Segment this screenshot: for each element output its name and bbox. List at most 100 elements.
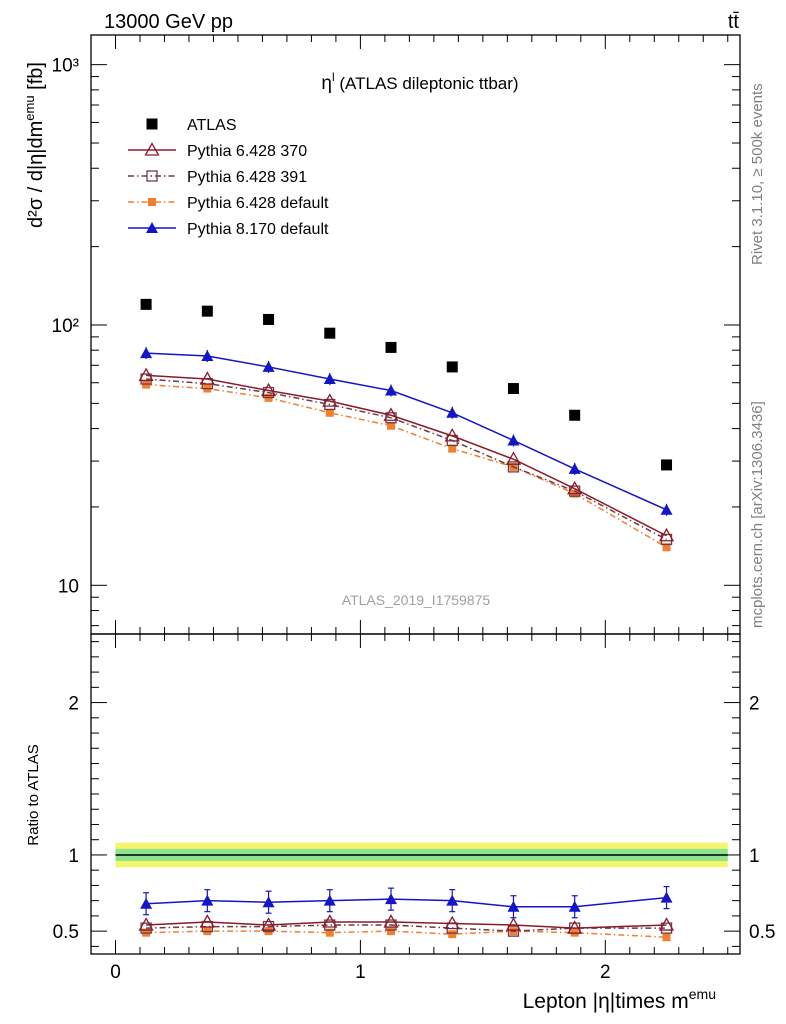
ratio-tick-label: 1 <box>68 846 79 867</box>
series-line <box>146 352 667 511</box>
legend-entry: ATLAS <box>146 117 237 134</box>
ratio-point <box>507 925 520 937</box>
series-pythia-6-428-391 <box>140 373 673 546</box>
x-tick-label: 0 <box>110 962 121 983</box>
legend-marker <box>146 170 158 182</box>
ratio-point <box>660 891 673 903</box>
data-point <box>662 543 671 552</box>
ratio-point <box>507 900 520 912</box>
data-point <box>448 444 457 453</box>
ratio-point <box>662 933 671 942</box>
ratio-point <box>325 928 334 937</box>
ratio-y-axis-label: Ratio to ATLAS <box>25 744 42 845</box>
ratio-point <box>658 917 675 931</box>
data-point <box>263 313 275 325</box>
data-point <box>507 434 520 446</box>
ratio-point <box>260 917 277 931</box>
ratio-point <box>385 893 398 905</box>
y-tick-label: 10³ <box>52 56 79 77</box>
data-point <box>387 421 396 430</box>
data-point <box>385 341 397 353</box>
data-point <box>661 459 673 471</box>
legend-entry: Pythia 8.170 default <box>128 221 329 238</box>
legend-marker <box>146 118 158 130</box>
ratio-panel <box>138 886 675 942</box>
y-axis-label: d²σ / d|η|dmemu [fb] <box>22 62 47 228</box>
data-point <box>569 409 581 421</box>
data-point <box>660 503 673 515</box>
legend-label: Pythia 8.170 default <box>187 221 329 238</box>
rivet-label: Rivet 3.1.10, ≥ 500k events <box>749 83 766 265</box>
ratio-point <box>444 915 460 930</box>
data-point <box>323 373 336 385</box>
ratio-point <box>567 920 583 934</box>
legend: ATLAS Pythia 6.428 370 Pythia 6.428 391 Pyt… <box>128 117 329 238</box>
data-point <box>567 480 583 495</box>
series-pythia-6-428-default <box>142 380 671 552</box>
data-point <box>383 407 399 421</box>
ratio-line <box>146 924 667 932</box>
series-line <box>146 383 667 548</box>
data-point <box>446 406 459 418</box>
main-panel <box>138 298 675 552</box>
ratio-point <box>383 914 399 928</box>
ratio-point <box>446 894 459 906</box>
legend-marker <box>144 142 160 156</box>
series-pythia-6-428-370 <box>138 367 675 542</box>
legend-marker <box>146 222 158 233</box>
legend-entry: Pythia 6.428 default <box>128 195 329 212</box>
ratio-point <box>322 914 338 928</box>
data-point <box>568 462 581 474</box>
x-tick-label: 1 <box>355 962 366 983</box>
legend-entry: Pythia 6.428 370 <box>128 142 307 160</box>
series-atlas <box>140 298 673 471</box>
legend-marker <box>148 198 156 206</box>
ratio-line <box>146 921 667 929</box>
legend-label: ATLAS <box>187 117 237 134</box>
header-left: 13000 GeV pp <box>104 11 233 33</box>
series-line <box>146 374 667 537</box>
ratio-frame <box>90 633 741 955</box>
ratio-point <box>201 894 214 906</box>
ratio-series-pythia-8-170-default <box>140 886 673 919</box>
data-point <box>444 428 460 442</box>
ratio-point <box>262 896 275 908</box>
data-point <box>324 327 336 339</box>
data-point <box>505 451 522 465</box>
ratio-tick-label-right: 2 <box>749 694 760 715</box>
chart-title: ηl (ATLAS dileptonic ttbar) <box>321 70 518 94</box>
y-tick-label: 10² <box>52 316 79 337</box>
ratio-tick-label: 0.5 <box>53 922 79 943</box>
ratio-tick-label-right: 1 <box>749 846 760 867</box>
ratio-point <box>505 917 522 931</box>
legend-entry: Pythia 6.428 391 <box>128 169 307 186</box>
ratio-line <box>146 930 667 938</box>
ratio-point <box>140 897 153 909</box>
ratio-tick-label-right: 0.5 <box>749 922 775 943</box>
ratio-series-pythia-6-428-default <box>142 927 671 942</box>
data-point <box>262 360 275 372</box>
series-pythia-8-170-default <box>140 347 673 516</box>
data-point <box>507 461 520 473</box>
y-tick-label: 10 <box>58 576 79 597</box>
data-point <box>385 384 398 396</box>
series-line <box>146 378 667 541</box>
ratio-point <box>387 927 396 936</box>
data-point <box>325 408 334 417</box>
ratio-line <box>146 896 667 908</box>
data-point <box>199 371 215 385</box>
data-point <box>322 393 338 407</box>
ratio-bands <box>115 842 728 868</box>
header-right: tt̄ <box>728 11 740 33</box>
ratio-tick-label: 2 <box>68 694 79 715</box>
data-point <box>201 305 213 317</box>
data-point <box>507 383 519 395</box>
data-point <box>201 350 214 362</box>
analysis-watermark: ATLAS_2019_I1759875 <box>342 592 491 608</box>
x-tick-label: 2 <box>600 962 611 983</box>
ratio-point <box>323 894 336 906</box>
ratio-point <box>138 917 154 931</box>
data-point <box>660 533 673 546</box>
legend-label: Pythia 6.428 370 <box>187 143 307 160</box>
